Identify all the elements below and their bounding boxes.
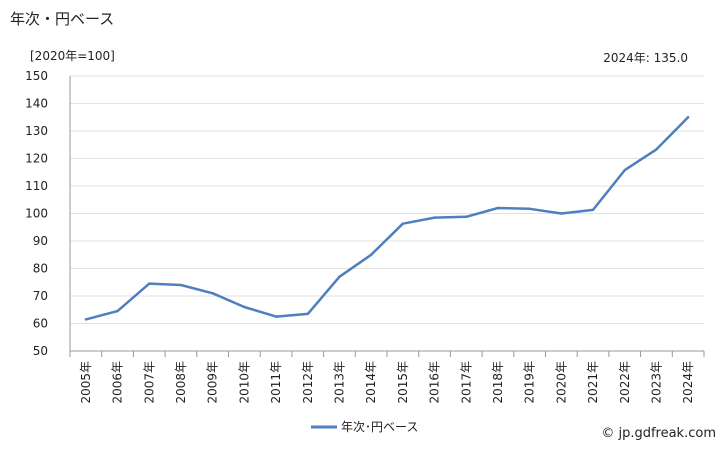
x-tick-label: 2013年 bbox=[332, 361, 346, 404]
y-tick-label: 140 bbox=[25, 97, 48, 111]
x-tick-label: 2022年 bbox=[618, 361, 632, 404]
data-point bbox=[401, 222, 405, 225]
legend-label: 年次･円ベース bbox=[341, 420, 418, 434]
data-point bbox=[369, 253, 373, 256]
series-layer bbox=[84, 116, 690, 321]
y-tick-label: 120 bbox=[25, 152, 48, 166]
x-tick-label: 2009年 bbox=[206, 361, 220, 404]
y-axis-ticks: 50 60 70 80 90 100 110 120 130 140 150 bbox=[25, 69, 48, 358]
grid-lines bbox=[69, 75, 704, 352]
x-tick-label: 2012年 bbox=[301, 361, 315, 404]
data-point bbox=[433, 216, 436, 219]
x-tick-label: 2024年 bbox=[681, 361, 695, 404]
credit-text: © jp.gdfreak.com bbox=[601, 426, 716, 441]
x-tick-label: 2011年 bbox=[269, 361, 283, 404]
y-tick-label: 70 bbox=[33, 289, 48, 303]
data-point bbox=[179, 283, 183, 287]
x-tick-label: 2007年 bbox=[142, 361, 156, 404]
data-point bbox=[623, 168, 626, 172]
data-point bbox=[338, 275, 341, 278]
data-point bbox=[528, 207, 531, 211]
y-tick-label: 90 bbox=[33, 234, 48, 248]
x-tick-label: 2008年 bbox=[174, 361, 188, 404]
x-tick-label: 2020年 bbox=[554, 361, 568, 404]
data-point bbox=[560, 212, 563, 215]
x-tick-label: 2006年 bbox=[111, 361, 125, 404]
x-tick-label: 2017年 bbox=[459, 361, 473, 404]
x-tick-label: 2021年 bbox=[586, 361, 600, 404]
x-tick-label: 2005年 bbox=[79, 361, 93, 404]
x-axis-ticks: 2005年 2006年 2007年 2008年 2009年 2010年 2011年 2012年… bbox=[69, 351, 705, 404]
y-tick-label: 110 bbox=[25, 179, 48, 193]
data-point bbox=[686, 116, 690, 119]
data-point bbox=[591, 208, 595, 212]
y-tick-label: 80 bbox=[33, 262, 48, 276]
y-tick-label: 60 bbox=[33, 317, 48, 331]
data-point bbox=[274, 315, 278, 318]
y-tick-label: 150 bbox=[25, 69, 48, 83]
data-point bbox=[84, 318, 88, 321]
data-point bbox=[243, 305, 246, 309]
x-tick-label: 2010年 bbox=[237, 361, 251, 404]
data-point bbox=[496, 206, 500, 210]
data-point bbox=[655, 148, 658, 151]
data-point bbox=[148, 282, 151, 285]
data-point bbox=[306, 312, 309, 316]
x-tick-label: 2014年 bbox=[364, 361, 378, 404]
data-point bbox=[211, 292, 214, 295]
x-tick-label: 2019年 bbox=[523, 361, 537, 404]
x-tick-label: 2023年 bbox=[649, 361, 663, 404]
y-tick-label: 50 bbox=[33, 344, 48, 358]
chart-title: 年次・円ベース bbox=[10, 10, 115, 28]
y-axis-unit-label: [2020年=100] bbox=[30, 49, 115, 63]
legend: 年次･円ベース bbox=[311, 420, 418, 434]
y-tick-label: 130 bbox=[25, 124, 48, 138]
series-line bbox=[85, 116, 689, 321]
x-tick-label: 2015年 bbox=[396, 361, 410, 404]
data-point bbox=[116, 309, 119, 313]
latest-value-label: 2024年: 135.0 bbox=[603, 51, 688, 65]
x-tick-label: 2016年 bbox=[428, 361, 442, 404]
data-point bbox=[465, 215, 468, 218]
y-tick-label: 100 bbox=[25, 207, 48, 221]
x-tick-label: 2018年 bbox=[491, 361, 505, 404]
